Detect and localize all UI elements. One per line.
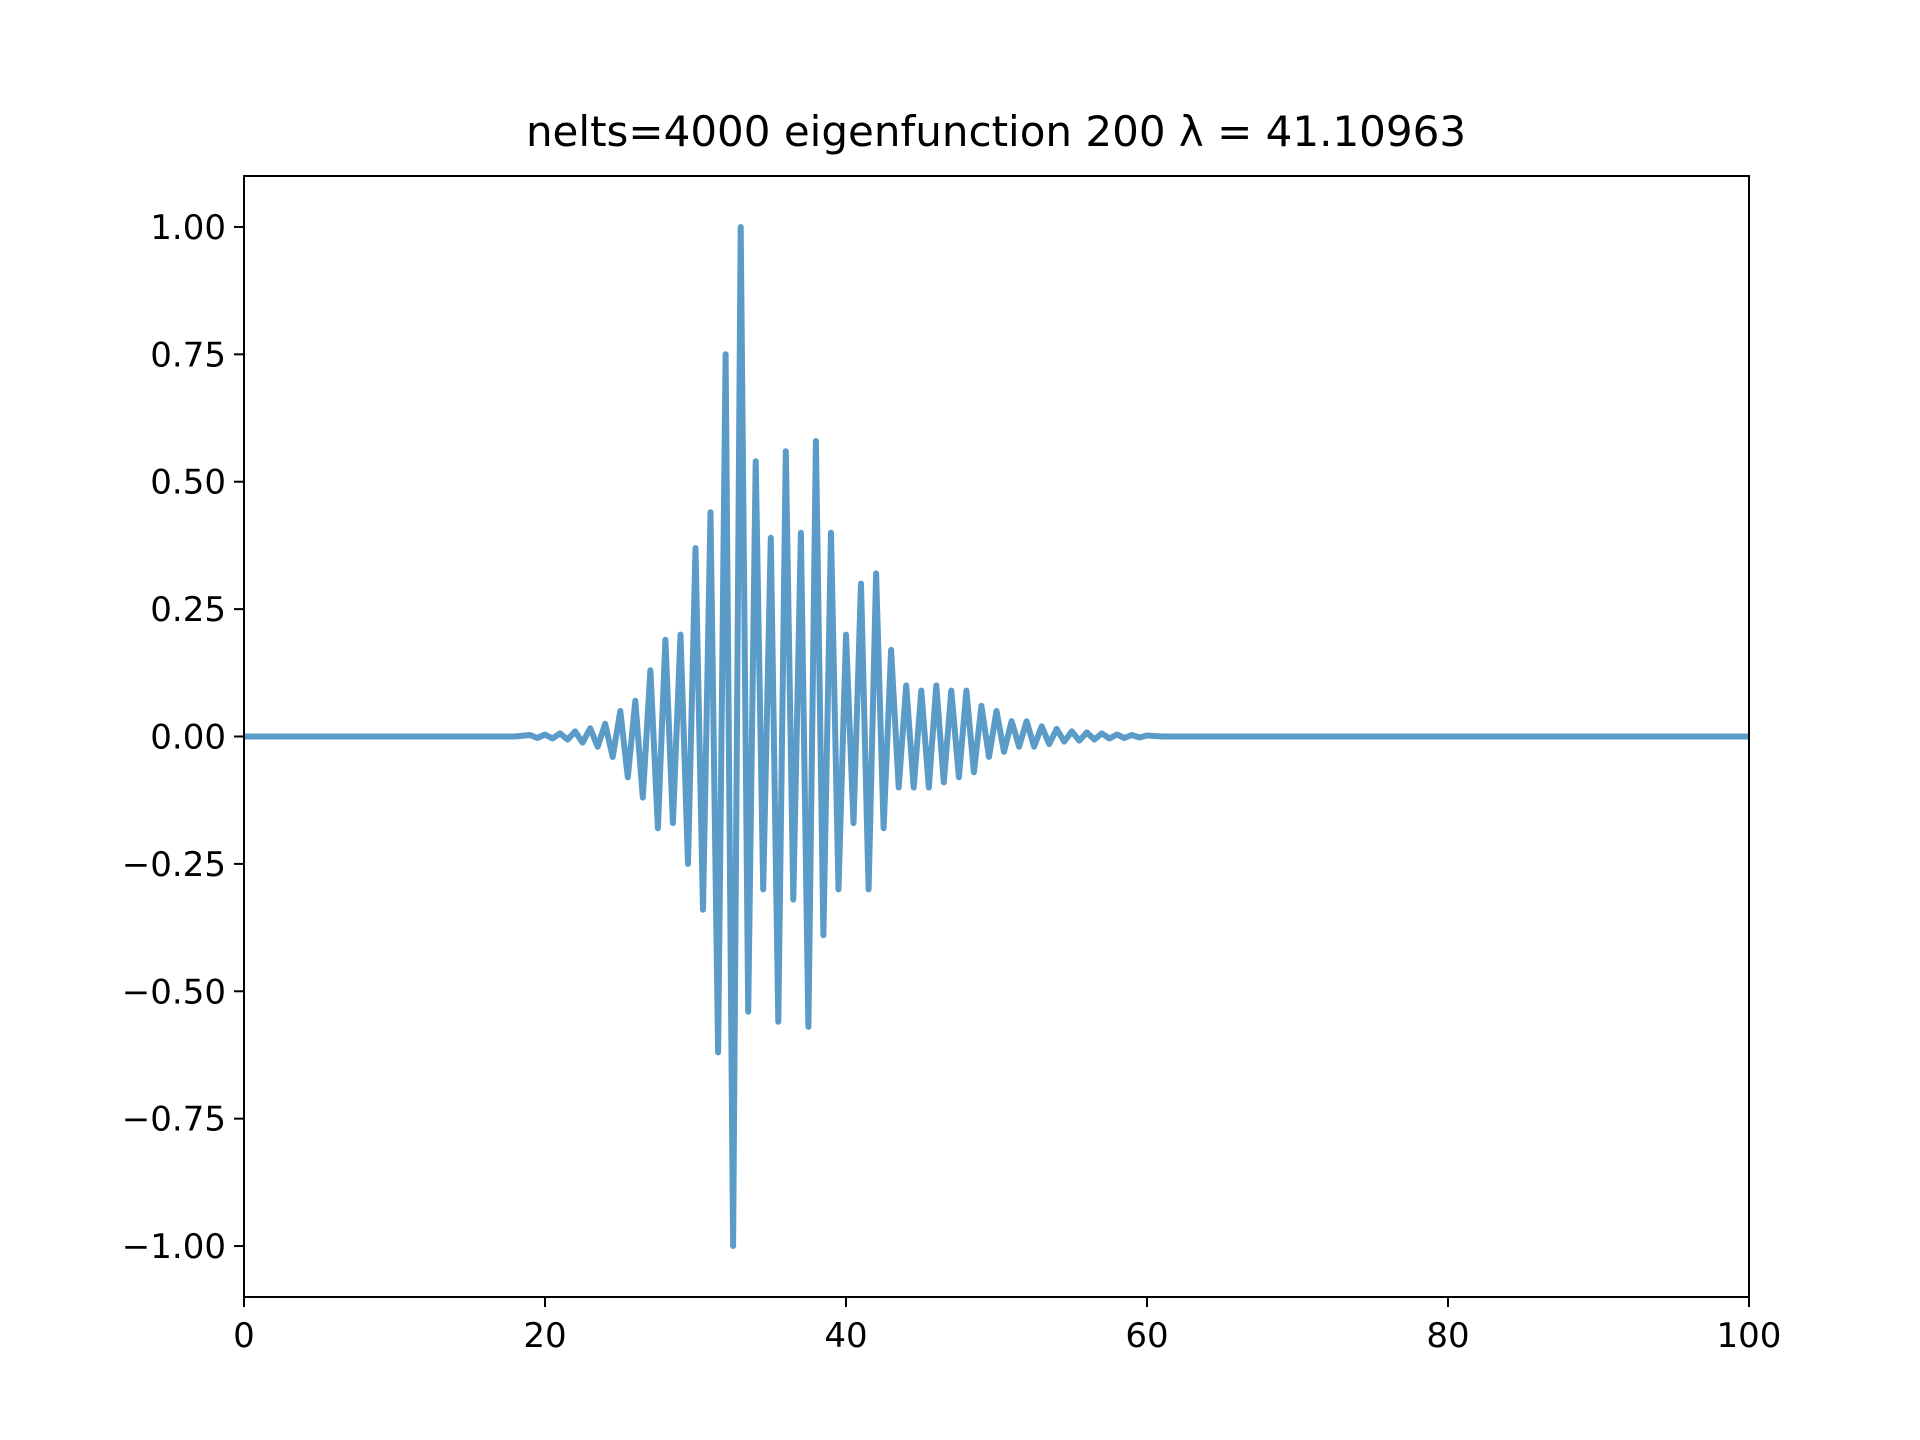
plot-area <box>244 224 1749 1249</box>
x-tick-label: 0 <box>233 1316 255 1356</box>
y-tick-label: −0.50 <box>122 972 226 1012</box>
x-tick-label: 20 <box>523 1316 566 1356</box>
y-tick-label: −1.00 <box>122 1227 226 1267</box>
axes-frame <box>243 175 1750 1298</box>
x-tick-label: 40 <box>824 1316 867 1356</box>
x-tick-label: 100 <box>1717 1316 1782 1356</box>
y-tick-label: −0.25 <box>122 845 226 885</box>
x-axis: 0 20 40 60 80 100 <box>233 1297 1781 1356</box>
y-tick-label: −0.75 <box>122 1100 226 1140</box>
y-tick-label: 0.50 <box>150 463 226 503</box>
y-axis: 1.00 0.75 0.50 0.25 0.00 −0.25 −0.50 −0.75 −1.00 <box>122 208 244 1267</box>
y-tick-label: 0.75 <box>150 335 226 375</box>
x-tick-label: 80 <box>1426 1316 1469 1356</box>
series-line-0 <box>244 224 1749 1249</box>
y-tick-label: 0.00 <box>150 718 226 758</box>
x-tick-label: 60 <box>1125 1316 1168 1356</box>
y-tick-label: 0.25 <box>150 590 226 630</box>
chart-title: nelts=4000 eigenfunction 200 λ = 41.1096… <box>526 107 1466 156</box>
y-tick-label: 1.00 <box>150 208 226 248</box>
